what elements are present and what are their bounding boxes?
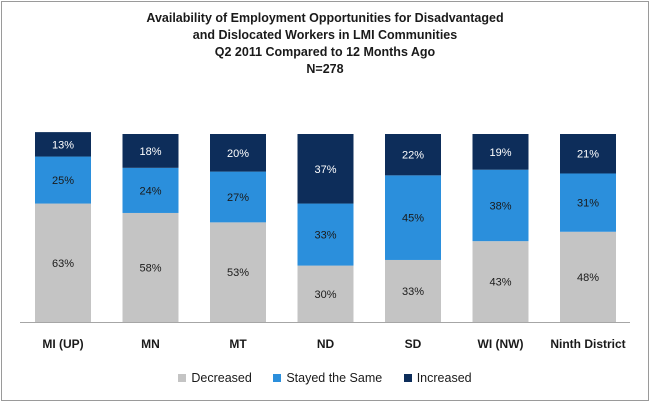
bar-increased-sd — [385, 134, 441, 176]
data-label-decreased-mt: 53% — [227, 267, 249, 279]
bar-stayed-the-same-ninth-district — [560, 173, 616, 232]
bar-decreased-mi-up — [35, 203, 91, 322]
chart-title: Availability of Employment Opportunities… — [0, 10, 650, 78]
bar-increased-mn — [122, 134, 179, 168]
bar-stayed-the-same-sd — [385, 175, 441, 260]
bar-decreased-wi-nw — [472, 241, 529, 322]
bar-increased-ninth-district — [560, 134, 616, 174]
bar-decreased-sd — [385, 259, 441, 322]
data-label-increased-wi-nw: 19% — [489, 147, 511, 159]
legend-item-increased: Increased — [403, 370, 472, 385]
data-label-increased-nd: 37% — [314, 164, 336, 176]
data-label-decreased-mi-up: 63% — [52, 258, 74, 270]
data-label-decreased-wi-nw: 43% — [489, 277, 511, 289]
bar-stayed-the-same-nd — [297, 203, 354, 266]
legend-swatch-stayed-the-same — [273, 373, 282, 382]
category-label-mi-up: MI (UP) — [42, 337, 83, 351]
category-label-wi-nw: WI (NW) — [478, 337, 524, 351]
data-label-increased-ninth-district: 21% — [577, 149, 599, 161]
data-label-stayed-the-same-ninth-district: 31% — [577, 198, 599, 210]
data-label-decreased-mn: 58% — [139, 262, 161, 274]
title-line-4: N=278 — [306, 62, 344, 76]
legend-item-stayed-the-same: Stayed the Same — [273, 371, 382, 385]
bar-increased-nd — [297, 134, 354, 204]
title-line-1: Availability of Employment Opportunities… — [146, 11, 504, 25]
bar-stayed-the-same-mn — [122, 167, 179, 213]
data-label-stayed-the-same-mi-up: 25% — [52, 175, 74, 187]
bar-increased-mt — [210, 134, 266, 172]
bar-decreased-nd — [297, 265, 354, 322]
category-label-mn: MN — [141, 337, 160, 351]
bar-increased-wi-nw — [472, 134, 529, 170]
data-label-stayed-the-same-mt: 27% — [227, 192, 249, 204]
data-label-decreased-ninth-district: 48% — [577, 272, 599, 284]
legend-swatch-increased — [403, 373, 412, 382]
bar-decreased-mn — [122, 212, 179, 322]
legend-label-stayed-the-same: Stayed the Same — [286, 370, 383, 385]
data-label-increased-mt: 20% — [227, 148, 249, 160]
category-label-nd: ND — [317, 337, 335, 351]
bar-increased-mi-up — [35, 132, 91, 157]
legend-label-increased: Increased — [416, 370, 472, 385]
data-label-decreased-sd: 33% — [402, 286, 424, 298]
category-label-mt: MT — [229, 337, 247, 351]
data-label-increased-mn: 18% — [139, 146, 161, 158]
data-label-stayed-the-same-sd: 45% — [402, 213, 424, 225]
legend-swatch-decreased — [178, 373, 187, 382]
title-line-2: and Dislocated Workers in LMI Communitie… — [192, 28, 458, 42]
bar-stayed-the-same-wi-nw — [472, 169, 529, 242]
data-label-increased-sd: 22% — [402, 150, 424, 162]
category-label-sd: SD — [405, 337, 422, 351]
bar-stayed-the-same-mt — [210, 171, 266, 223]
legend: Decreased Stayed the Same Increased — [0, 370, 650, 385]
data-label-stayed-the-same-mn: 24% — [139, 185, 161, 197]
bar-stayed-the-same-mi-up — [35, 156, 91, 204]
data-label-stayed-the-same-wi-nw: 38% — [489, 200, 511, 212]
data-label-stayed-the-same-nd: 33% — [314, 230, 336, 242]
category-label-ninth-district: Ninth District — [550, 337, 625, 351]
bar-decreased-ninth-district — [560, 231, 616, 322]
legend-label-decreased: Decreased — [191, 370, 252, 385]
data-label-increased-mi-up: 13% — [52, 139, 74, 151]
data-label-decreased-nd: 30% — [314, 289, 336, 301]
title-line-3: Q2 2011 Compared to 12 Months Ago — [214, 45, 436, 59]
bar-decreased-mt — [210, 222, 266, 322]
legend-item-decreased: Decreased — [178, 370, 252, 385]
